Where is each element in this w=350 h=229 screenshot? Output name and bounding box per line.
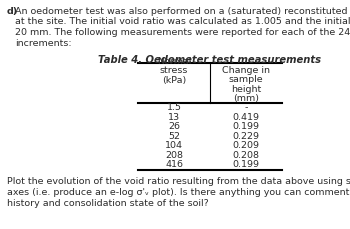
Text: Table 4. Oedometer test measurements: Table 4. Oedometer test measurements [98, 55, 322, 65]
Text: (mm): (mm) [233, 95, 259, 104]
Text: 0.199: 0.199 [232, 160, 259, 169]
Text: 52: 52 [168, 132, 180, 141]
Text: stress: stress [160, 66, 188, 75]
Text: 0.229: 0.229 [232, 132, 259, 141]
Text: (kPa): (kPa) [162, 76, 186, 85]
Text: 208: 208 [165, 151, 183, 160]
Text: 0.208: 0.208 [232, 151, 259, 160]
Text: increments:: increments: [15, 38, 72, 47]
Text: 416: 416 [165, 160, 183, 169]
Text: axes (i.e. produce an e-log σ'ᵥ plot). Is there anything you can comment on the : axes (i.e. produce an e-log σ'ᵥ plot). I… [7, 188, 350, 197]
Text: 1.5: 1.5 [167, 103, 182, 112]
Text: Change in: Change in [222, 66, 270, 75]
Text: An oedometer test was also performed on a (saturated) reconstituted sample obtai: An oedometer test was also performed on … [15, 7, 350, 16]
Text: 0.209: 0.209 [232, 141, 259, 150]
Text: 26: 26 [168, 122, 180, 131]
Text: at the site. The initial void ratio was calculated as 1.005 and the initial samp: at the site. The initial void ratio was … [15, 17, 350, 27]
Text: 13: 13 [168, 113, 180, 122]
Text: history and consolidation state of the soil?: history and consolidation state of the s… [7, 199, 209, 207]
Text: 0.419: 0.419 [232, 113, 259, 122]
Text: sample: sample [229, 76, 263, 85]
Text: d): d) [7, 7, 18, 16]
Text: 20 mm. The following measurements were reported for each of the 24-hr stress: 20 mm. The following measurements were r… [15, 28, 350, 37]
Text: 104: 104 [165, 141, 183, 150]
Text: 0.199: 0.199 [232, 122, 259, 131]
Text: Normal: Normal [157, 57, 191, 65]
Text: Plot the evolution of the void ratio resulting from the data above using semi-lo: Plot the evolution of the void ratio res… [7, 177, 350, 186]
Text: height: height [231, 85, 261, 94]
Text: -: - [244, 103, 248, 112]
